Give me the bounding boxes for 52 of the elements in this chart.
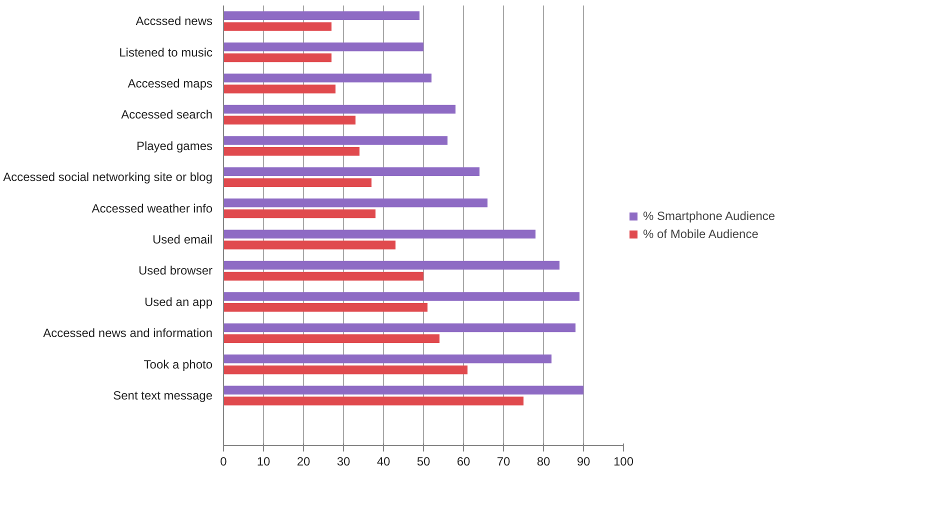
bar <box>224 260 560 270</box>
x-tick-label: 30 <box>336 454 350 468</box>
bar <box>224 136 448 145</box>
bar <box>224 198 488 208</box>
y-tick-label: Sent text message <box>113 388 213 403</box>
bar <box>224 303 428 312</box>
bar <box>224 240 396 250</box>
legend-label: % of Mobile Audience <box>643 227 758 241</box>
x-tick-label: 20 <box>296 454 310 468</box>
bar <box>224 386 584 394</box>
y-tick-label: Took a photo <box>144 357 213 372</box>
x-tick-label: 10 <box>256 454 270 468</box>
bar <box>224 74 432 82</box>
x-tick-label: 80 <box>536 454 550 468</box>
x-tick-label: 0 <box>220 454 228 468</box>
bar <box>224 147 360 156</box>
bar <box>224 84 336 94</box>
bar <box>224 354 552 364</box>
x-tick-label: 70 <box>496 454 510 468</box>
y-tick-label: Accessed news and information <box>43 326 213 340</box>
bar <box>224 230 536 238</box>
bar <box>224 292 580 301</box>
bar <box>224 42 424 52</box>
bar <box>224 365 468 374</box>
x-tick-label: 60 <box>456 454 470 468</box>
bar <box>224 11 420 20</box>
y-tick-label: Accessed maps <box>128 76 212 91</box>
bar <box>224 209 376 218</box>
bar <box>224 178 372 187</box>
bar <box>224 396 524 406</box>
legend-label: % Smartphone Audience <box>643 209 776 223</box>
y-tick-label: Used an app <box>144 294 213 309</box>
x-tick-label: 50 <box>416 454 430 468</box>
x-tick-label: 100 <box>613 454 634 468</box>
bar <box>224 167 480 176</box>
y-tick-label: Accessed search <box>121 108 213 122</box>
bar <box>224 116 356 125</box>
bar <box>224 104 456 114</box>
y-tick-label: Accessed social networking site or blog <box>3 170 212 184</box>
bar <box>224 323 576 332</box>
x-tick-label: 40 <box>376 454 390 468</box>
y-tick-label: Accssed news <box>136 14 213 28</box>
bar <box>224 334 440 343</box>
y-tick-label: Played games <box>136 138 213 153</box>
y-tick-label: Used email <box>152 232 213 247</box>
x-tick-label: 90 <box>576 454 590 468</box>
y-tick-label: Listened to music <box>119 45 213 60</box>
bar <box>224 272 424 281</box>
bar <box>224 53 332 62</box>
bar <box>224 22 332 31</box>
y-tick-label: Accessed weather info <box>92 201 213 216</box>
y-tick-label: Used browser <box>138 264 213 278</box>
